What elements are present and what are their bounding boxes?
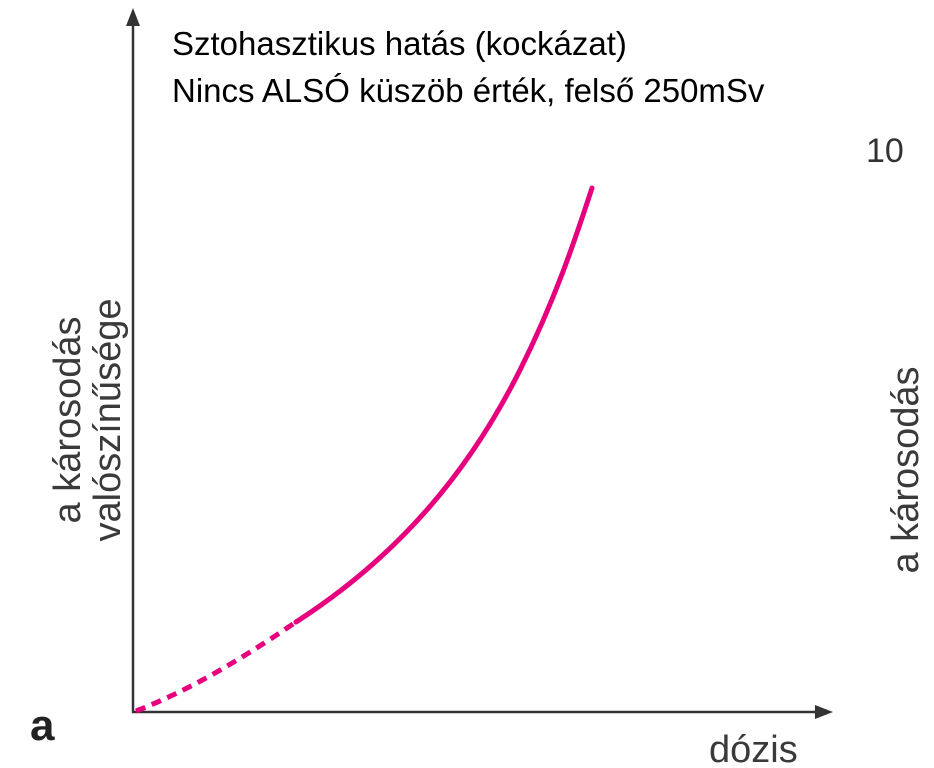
cropped-y-axis-label: a károsodás <box>885 366 927 573</box>
curve-dashed <box>135 619 298 714</box>
curve-solid <box>293 185 595 625</box>
tick-fragment: 10 <box>866 132 904 170</box>
y-axis-label-line2: valószínűsége <box>87 299 129 542</box>
subtitle: Nincs ALSÓ küszöb érték, felső 250mSv <box>172 72 765 109</box>
y-axis-label-line1: a károsodás <box>47 316 89 523</box>
panel-label: a <box>30 701 55 750</box>
y-axis-arrow <box>126 8 140 26</box>
title: Sztohasztikus hatás (kockázat) <box>172 25 627 62</box>
x-axis-arrow <box>815 705 833 719</box>
content: Sztohasztikus hatás (kockázat) Nincs ALS… <box>30 8 927 768</box>
x-axis-label: dózis <box>709 729 798 768</box>
